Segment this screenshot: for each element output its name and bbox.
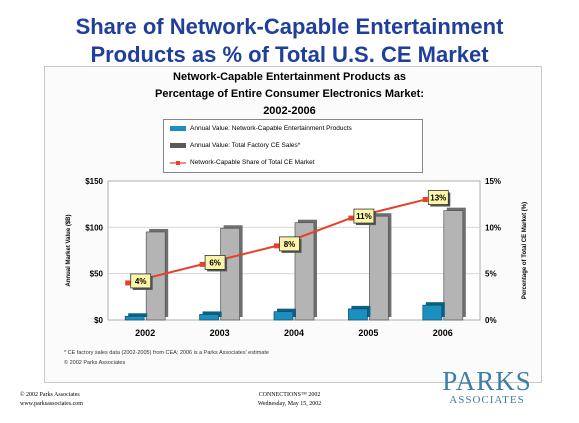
share-label-box [130, 273, 152, 289]
share-label-box [204, 254, 226, 270]
y-tick-label: $150 [85, 177, 103, 186]
bar-network-value [124, 315, 145, 321]
share-label-box [353, 208, 375, 224]
chart-copyright: © 2002 Parks Associates [64, 360, 126, 366]
y2-axis-label: Percentage of Total CE Market (%) [522, 202, 528, 299]
legend-item-share-line: Network-Capable Share of Total CE Market [170, 157, 315, 169]
x-tick-label: 2003 [210, 328, 230, 338]
bar-total-ce [443, 210, 464, 321]
share-line-marker [422, 197, 428, 203]
share-line-marker [348, 215, 354, 221]
bar-network-value [422, 304, 443, 321]
logo-text-parks: PARKS [442, 366, 532, 396]
bar-network-value [273, 311, 294, 321]
legend-swatch-network-value [170, 125, 186, 131]
x-tick-label: 2002 [135, 328, 155, 338]
x-tick-label: 2006 [433, 328, 453, 338]
slide-title-line-2: Products as % of Total U.S. CE Market [90, 42, 489, 67]
bar-network-value-shadow [128, 313, 148, 317]
footer-conference: CONNECTIONS™ 2002 [258, 392, 321, 398]
share-data-label: 11% [356, 212, 372, 221]
footer-copyright: © 2002 Parks Associates [20, 392, 80, 398]
x-tick-label: 2005 [358, 328, 378, 338]
y-tick-label: $100 [85, 223, 103, 232]
share-data-label: 4% [135, 277, 147, 286]
y-tick-label: $50 [90, 270, 104, 279]
chart-title-line-3: 2002-2006 [263, 105, 316, 117]
legend-item-total-ce: Annual Value: Total Factory CE Sales* [170, 140, 300, 152]
bar-total-ce [369, 215, 389, 321]
bar-network-value [199, 314, 219, 321]
y-axis-label: Annual Market Value ($B) [66, 214, 72, 286]
share-label-box [427, 190, 449, 205]
legend-swatch-share-line [170, 160, 186, 165]
chart-legend: Annual Value: Network-Capable Entertainm… [163, 119, 423, 173]
slide-title-line-1: Share of Network-Capable Entertainment [75, 14, 504, 39]
x-tick-label: 2004 [284, 328, 304, 338]
share-line-marker [199, 261, 205, 267]
y2-tick-label: 15% [485, 177, 501, 186]
legend-swatch-total-ce [170, 142, 186, 148]
y2-tick-label: 5% [485, 270, 497, 279]
footer-date: Wednesday, May 15, 2002 [257, 401, 322, 407]
parks-associates-logo: PARKS ASSOCIATES [432, 366, 542, 407]
share-line-marker [125, 280, 131, 286]
share-line-marker [274, 243, 279, 249]
legend-item-network-value: Annual Value: Network-Capable Entertainm… [170, 123, 352, 135]
share-data-label: 6% [209, 258, 221, 267]
legend-label-network-value: Annual Value: Network-Capable Entertainm… [190, 125, 352, 132]
share-data-label: 13% [430, 194, 446, 203]
bar-total-ce [220, 227, 240, 321]
share-label-box [279, 236, 300, 252]
y2-tick-label: 0% [485, 316, 497, 325]
chart-footnote: * CE factory sales data (2002-2005) from… [64, 350, 269, 356]
share-data-label: 8% [284, 240, 296, 249]
chart-title-line-1: Network-Capable Entertainment Products a… [173, 71, 406, 83]
bar-network-value [348, 308, 368, 321]
legend-label-share-line: Network-Capable Share of Total CE Market [190, 159, 315, 166]
footer-website: www.parksassociates.com [20, 401, 83, 407]
chart-title-line-2: Percentage of Entire Consumer Electronic… [155, 88, 424, 100]
legend-label-total-ce: Annual Value: Total Factory CE Sales* [190, 142, 301, 149]
logo-text-associates: ASSOCIATES [449, 394, 525, 406]
y2-tick-label: 10% [485, 223, 501, 232]
y-tick-label: $0 [94, 316, 103, 325]
